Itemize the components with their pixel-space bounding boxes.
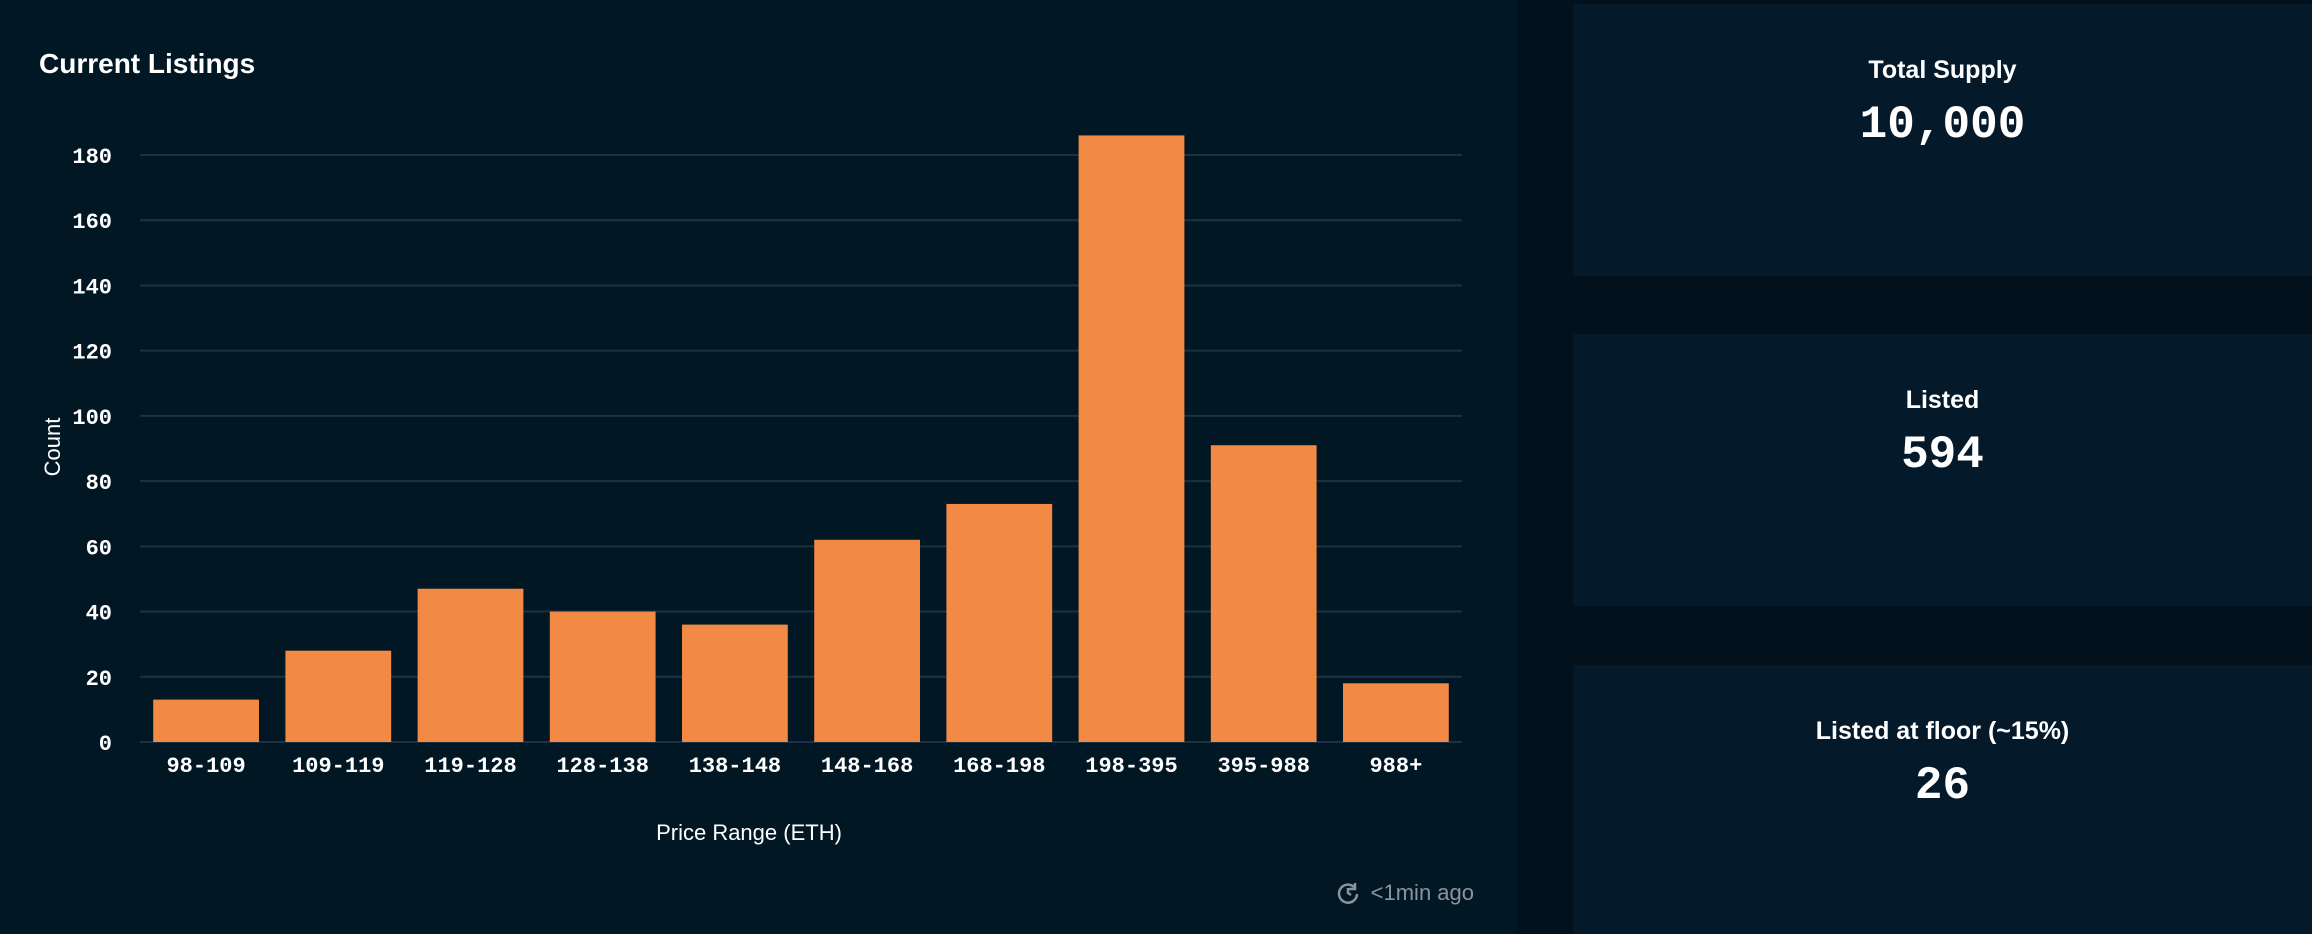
stat-value: 10,000: [1859, 99, 2026, 151]
y-tick-label: 60: [86, 536, 112, 561]
bar: [1343, 683, 1449, 742]
bar: [153, 699, 259, 742]
x-tick-label: 138-148: [689, 754, 781, 779]
y-tick-label: 40: [86, 602, 112, 627]
y-tick-label: 80: [86, 471, 112, 496]
chart-title: Current Listings: [39, 48, 256, 79]
x-tick-label: 109-119: [292, 754, 384, 779]
stat-label: Listed at floor (~15%): [1815, 717, 2070, 745]
y-axis-title: Count: [40, 418, 65, 477]
y-tick-label: 140: [72, 275, 112, 300]
bar: [682, 624, 788, 742]
x-tick-label: 148-168: [821, 754, 913, 779]
stat-value: 26: [1914, 760, 1971, 812]
stat-card-total-supply: Total Supply 10,000: [1573, 4, 2312, 276]
x-tick-label: 98-109: [166, 754, 245, 779]
stat-card-listed: Listed 594: [1573, 334, 2312, 606]
bar: [285, 650, 392, 742]
bar-chart: 0 20 40 60 80 100 120 140 160 180 98-109 109-119 119…: [40, 135, 1462, 845]
stat-value: 594: [1901, 429, 1984, 481]
bar: [946, 503, 1053, 742]
refresh-clock-icon: [1335, 880, 1361, 906]
y-tick-label: 0: [99, 732, 112, 757]
x-axis-title: Price Range (ETH): [656, 820, 842, 845]
chart-panel: 0 20 40 60 80 100 120 140 160 180 98-109 109-119 119…: [39, 48, 1462, 845]
x-tick-label: 198-395: [1085, 754, 1177, 779]
x-tick-label: 119-128: [424, 754, 516, 779]
y-tick-label: 100: [72, 406, 112, 431]
x-tick-label: 395-988: [1217, 754, 1309, 779]
stat-label: Total Supply: [1868, 56, 2017, 84]
stat-card-listed-at-floor: Listed at floor (~15%) 26: [1573, 665, 2312, 934]
bar: [1210, 445, 1317, 742]
x-tick-label: 988+: [1369, 754, 1422, 779]
y-tick-label: 180: [72, 145, 112, 170]
y-tick-label: 120: [72, 341, 112, 366]
layout-gap: [1517, 0, 1573, 934]
refresh-time-text: <1min ago: [1370, 880, 1474, 905]
x-tick-label: 128-138: [556, 754, 648, 779]
bar: [417, 588, 524, 742]
bar: [814, 539, 920, 742]
bar: [1078, 135, 1185, 742]
x-tick-label: 168-198: [953, 754, 1045, 779]
y-tick-label: 160: [72, 210, 112, 235]
y-tick-label: 20: [86, 667, 112, 692]
bar: [549, 611, 656, 742]
refresh-status[interactable]: <1min ago: [1335, 880, 1474, 906]
stat-label: Listed: [1905, 386, 1980, 414]
